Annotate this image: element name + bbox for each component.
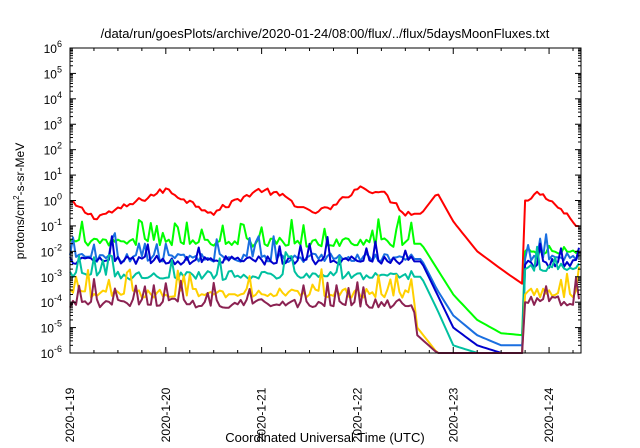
y-tick-label: 103	[44, 115, 62, 132]
series-line-6	[69, 266, 580, 354]
y-tick-label: 101	[44, 166, 62, 183]
x-ticks: 2020-1-19 2020-1-20 2020-1-21 2020-1-22 2020…	[63, 48, 574, 442]
y-tick-label: 102	[44, 141, 62, 158]
y-axis-label-rest: -s-sr-MeV	[13, 143, 27, 196]
y-tick-label: 10-3	[41, 268, 62, 285]
y-ticks: 10-6 10-5 10-4 10-3 10-2 10-1 100 101 102 103 104 1…	[41, 39, 581, 361]
svg-text:protons/cm2-s-sr-MeV: protons/cm2-s-sr-MeV	[12, 143, 27, 259]
x-tick-label: 2020-1-22	[350, 387, 364, 442]
series-line-1	[69, 185, 580, 285]
series-layer	[69, 185, 580, 354]
plot-frame	[69, 47, 582, 354]
x-axis-label: Coordinated Universal Time (UTC)	[225, 430, 424, 445]
x-tick-label: 2020-1-19	[63, 387, 77, 442]
x-tick-label: 2020-1-23	[446, 387, 460, 442]
x-tick-label: 2020-1-24	[542, 387, 556, 442]
y-axis-label-sup: 2	[12, 195, 21, 200]
y-tick-label: 106	[44, 39, 62, 56]
x-tick-label: 2020-1-20	[159, 387, 173, 442]
y-tick-label: 10-1	[41, 217, 62, 234]
y-tick-label: 10-6	[41, 344, 62, 361]
y-tick-label: 104	[44, 90, 62, 107]
series-line-4	[69, 235, 580, 354]
y-tick-label: 10-4	[41, 293, 62, 310]
series-line-2	[69, 215, 580, 337]
y-tick-label: 10-2	[41, 242, 62, 259]
x-tick-label: 2020-1-21	[255, 387, 269, 442]
y-tick-label: 100	[44, 192, 62, 209]
y-axis-label: protons/cm2-s-sr-MeV	[12, 143, 27, 259]
y-tick-label: 10-5	[41, 319, 62, 336]
y-tick-label: 105	[44, 64, 62, 81]
series-line-3	[69, 232, 580, 347]
y-axis-label-base: protons/cm	[13, 200, 27, 259]
chart-title: /data/run/goesPlots/archive/2020-01-24/0…	[101, 26, 550, 41]
